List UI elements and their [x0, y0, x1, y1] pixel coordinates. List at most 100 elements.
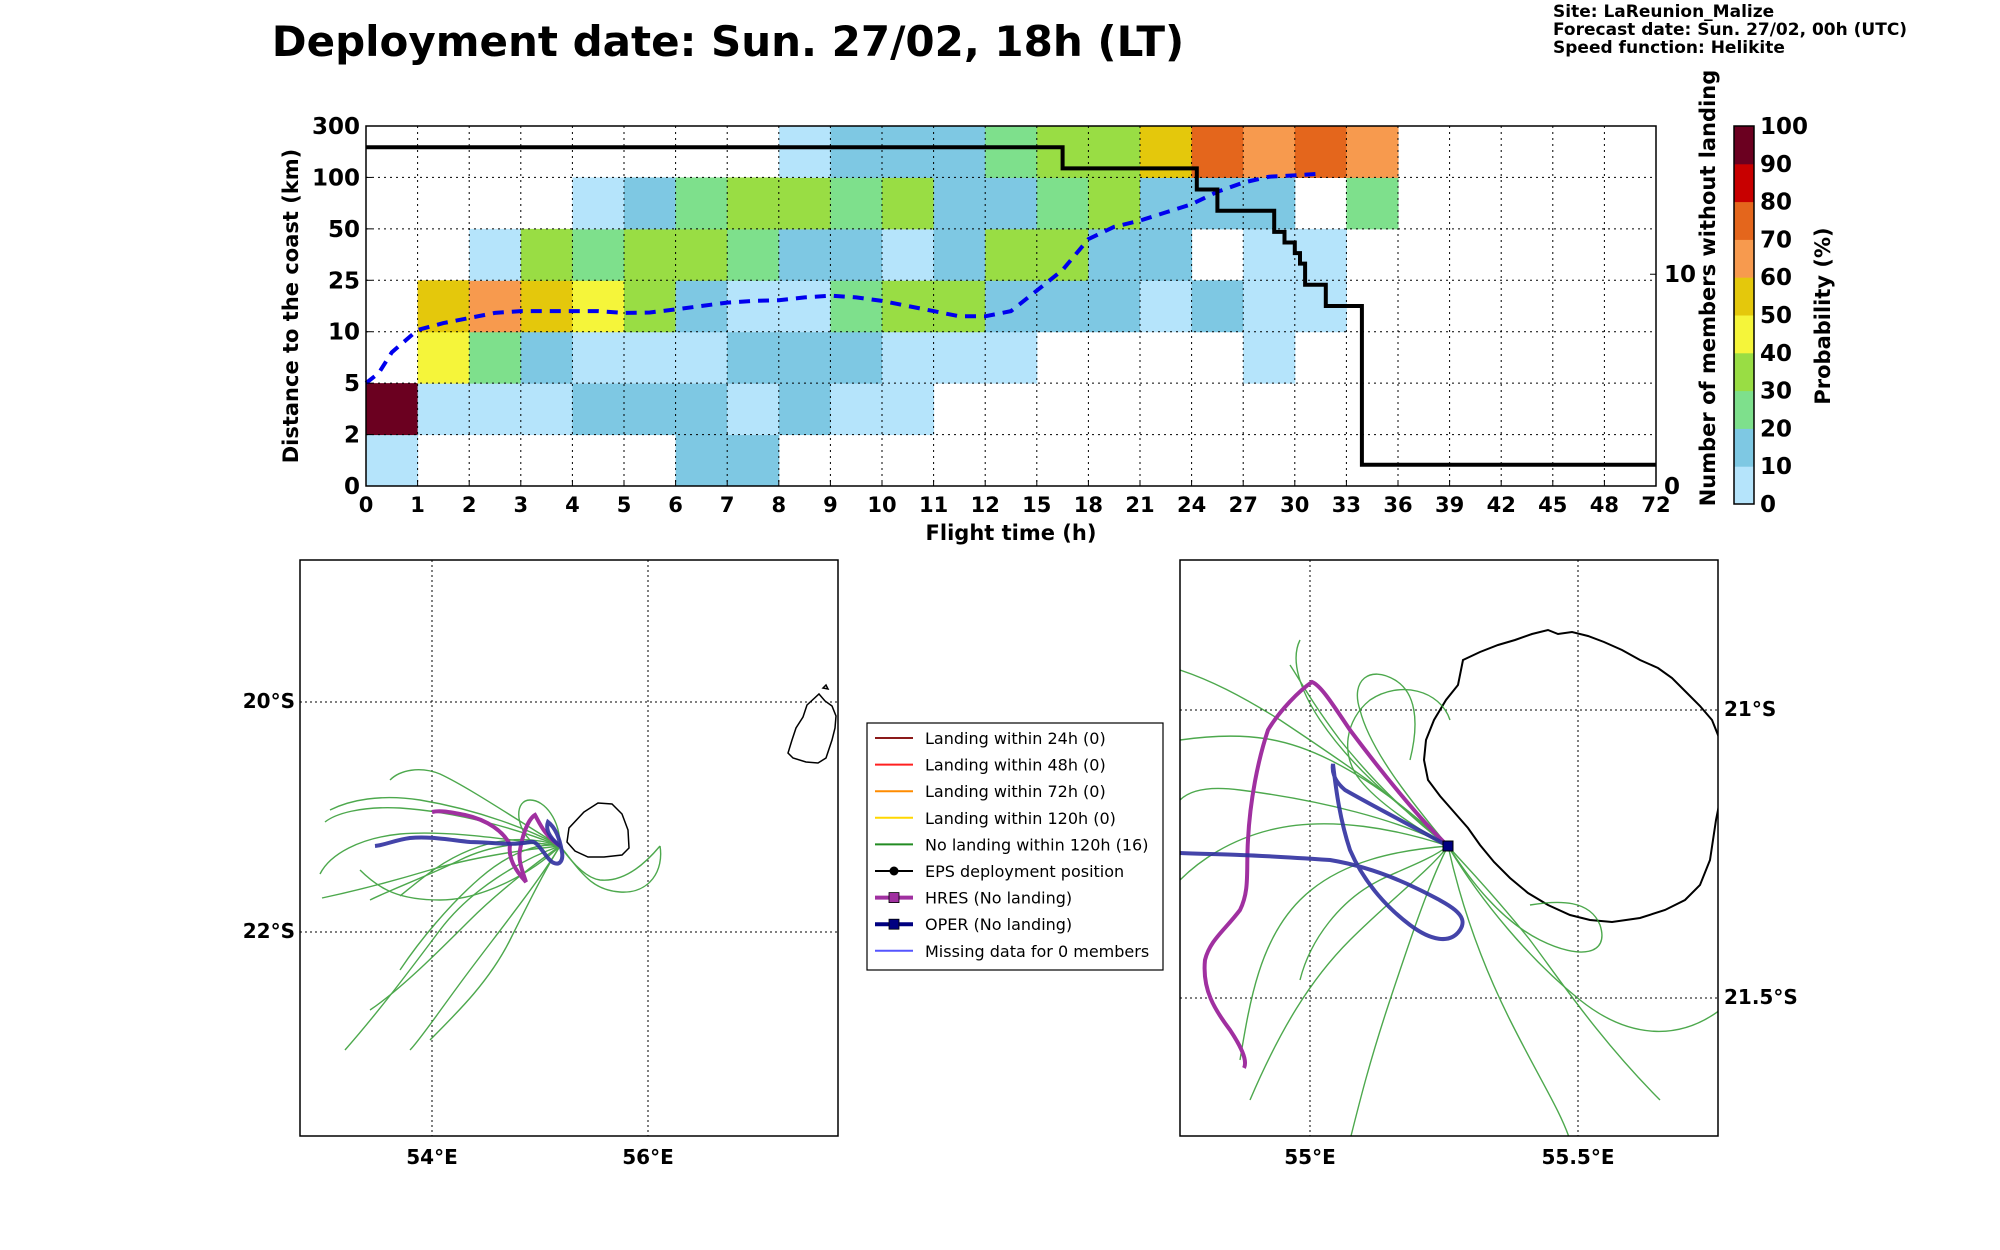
reunion-coastline-zoom	[1422, 628, 1718, 924]
colorbar-segment	[1734, 126, 1754, 165]
heatmap-cell	[624, 280, 677, 333]
heatmap-cell	[469, 383, 522, 436]
colorbar-tick-label: 30	[1760, 379, 1792, 405]
map-wide-lat-20: 20°S	[243, 689, 295, 713]
heatmap-cell	[469, 280, 522, 333]
x-tick-label: 2	[462, 493, 477, 517]
heatmap-cell	[778, 331, 831, 384]
colorbar-tick-label: 10	[1760, 454, 1792, 480]
heatmap-cell	[624, 331, 677, 384]
heatmap-cell	[675, 383, 728, 436]
colorbar-segment	[1734, 466, 1754, 505]
x-tick-label: 33	[1332, 493, 1361, 517]
colorbar-segment	[1734, 315, 1754, 354]
legend-label: Missing data for 0 members	[925, 942, 1149, 961]
heatmap-cell	[985, 177, 1038, 230]
x-tick-labels: 0 1 2 3 4 5 6 7 8 9 10 11 12 15 18 21 24 27 30 33 36 39 42 45 48…	[359, 480, 1671, 517]
legend-label: No landing within 120h (16)	[925, 835, 1148, 854]
heatmap-cell	[366, 383, 419, 436]
x-tick-label: 30	[1280, 493, 1309, 517]
colorbar-segments	[1734, 126, 1754, 505]
x-tick-label: 21	[1125, 493, 1154, 517]
x-tick-label: 5	[617, 493, 632, 517]
legend-label: EPS deployment position	[925, 862, 1124, 881]
heatmap-cell	[520, 280, 573, 333]
x-tick-label: 72	[1641, 493, 1670, 517]
heatmap-cell	[675, 177, 728, 230]
x-tick-label: 4	[565, 493, 580, 517]
heatmap-cell	[572, 383, 625, 436]
heatmap-cell	[985, 331, 1038, 384]
heatmap-cell	[572, 331, 625, 384]
heatmap-cell	[1243, 177, 1296, 230]
legend-box	[866, 722, 1164, 971]
x-tick-label: 42	[1487, 493, 1516, 517]
legend-label: OPER (No landing)	[925, 915, 1072, 934]
heatmap-cell	[1243, 331, 1296, 384]
heatmap-cell	[675, 331, 728, 384]
oper-trajectory-zoom	[1180, 763, 1465, 941]
heatmap-cell	[366, 434, 419, 487]
colorbar-segment	[1734, 201, 1754, 240]
heatmap-cell	[830, 383, 883, 436]
ensemble-trajectories-wide	[319, 769, 662, 1051]
x-tick-label: 8	[771, 493, 786, 517]
y2-axis-label: Number of members without landing	[1696, 70, 1720, 507]
heatmap-cell	[933, 177, 986, 230]
x-tick-label: 36	[1383, 493, 1412, 517]
heatmap-cell	[624, 228, 677, 281]
colorbar-segment	[1734, 239, 1754, 278]
heatmap-cell	[624, 177, 677, 230]
heatmap-cell	[520, 383, 573, 436]
y-tick-label: 0	[344, 474, 360, 500]
x-tick-label: 27	[1229, 493, 1258, 517]
colorbar-tick-label: 40	[1760, 341, 1792, 367]
heatmap-cell	[727, 228, 780, 281]
map-wide-lat-22: 22°S	[243, 919, 295, 943]
colorbar-segment	[1734, 428, 1754, 467]
map-zoom-lon-55: 55°E	[1284, 1145, 1336, 1169]
heatmap-cell	[1243, 126, 1296, 178]
heatmap-cell	[985, 126, 1038, 178]
heatmap-cell	[830, 331, 883, 384]
x-axis-label: Flight time (h)	[926, 521, 1097, 545]
x-tick-label: 48	[1590, 493, 1619, 517]
heatmap-cell	[882, 331, 935, 384]
y-tick-label: 25	[328, 268, 360, 294]
map-zoom: 55°E 55.5°E 21°S 21.5°S	[1179, 559, 1798, 1169]
heatmap-panel: 0 1 2 3 4 5 6 7 8 9 10 11 12 15 18 21 24 27 30 33 36 39 42 45 48…	[279, 70, 1720, 545]
y-tick-label: 5	[344, 371, 360, 397]
colorbar-tick-label: 70	[1760, 227, 1792, 253]
heatmap-cell	[1036, 228, 1089, 281]
heatmap-cell	[778, 228, 831, 281]
legend-label: Landing within 120h (0)	[925, 809, 1116, 828]
heatmap-cell	[882, 383, 935, 436]
heatmap-cell	[469, 331, 522, 384]
colorbar-frame	[1733, 125, 1755, 505]
colorbar-segment	[1734, 390, 1754, 429]
legend-entries: Landing within 24h (0) Landing within 48h…	[875, 729, 1149, 961]
x-tick-label: 9	[823, 493, 838, 517]
map-zoom-lat-21: 21°S	[1724, 697, 1776, 721]
x-tick-label: 11	[919, 493, 948, 517]
members-without-landing-line	[366, 145, 1656, 467]
ensemble-trajectories-zoom	[1180, 639, 1718, 1136]
map-zoom-lat-21-5: 21.5°S	[1724, 985, 1798, 1009]
heatmap-cell	[830, 126, 883, 178]
colorbar-segment	[1734, 163, 1754, 203]
hres-trajectory-zoom	[1202, 679, 1450, 1069]
heatmap-cell	[417, 383, 470, 436]
heatmap-cell	[1243, 228, 1296, 281]
colorbar-tick-label: 60	[1760, 265, 1792, 291]
hres-trajectory-wide	[431, 809, 562, 884]
colorbar-tick-label: 80	[1760, 190, 1792, 216]
heatmap-cell	[1294, 126, 1347, 178]
colorbar-tick-label: 90	[1760, 152, 1792, 178]
heatmap-cell	[727, 434, 780, 487]
heatmap-cell	[985, 280, 1038, 333]
heatmap-cell	[882, 228, 935, 281]
colorbar-label: Probability (%)	[1811, 227, 1835, 404]
colorbar-tick-label: 50	[1760, 303, 1792, 329]
legend-swatch-marker	[888, 892, 900, 903]
